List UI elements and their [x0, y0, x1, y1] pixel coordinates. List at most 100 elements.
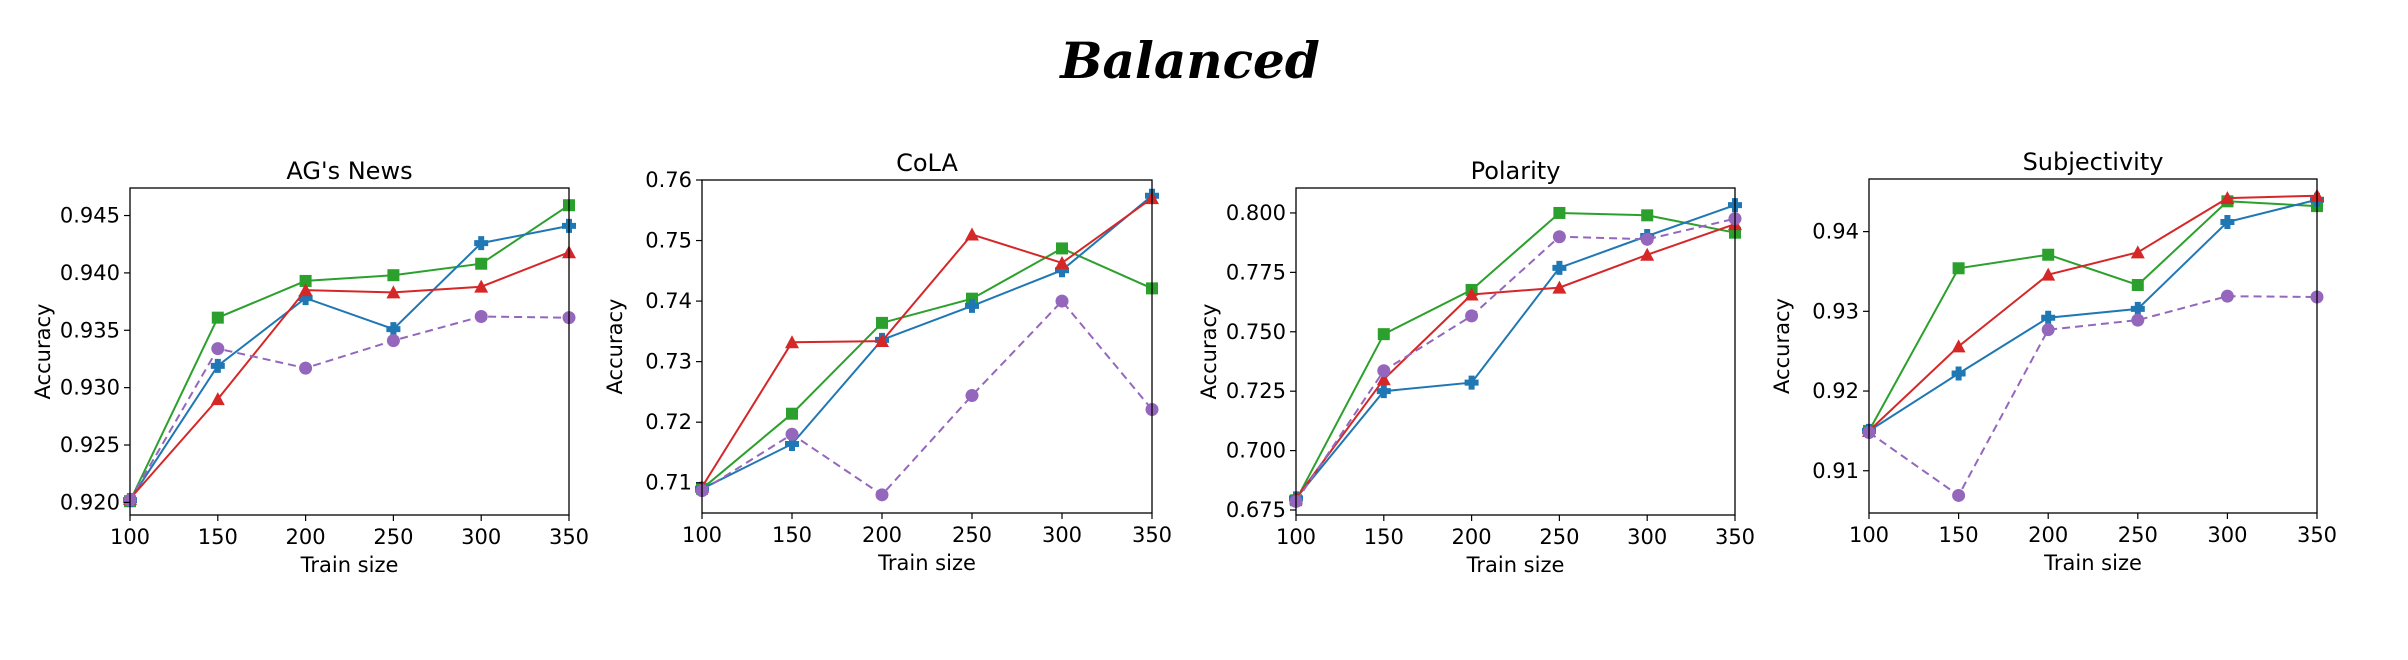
x-axis-label: Train size [877, 551, 976, 575]
subplot-title: Subjectivity [2023, 148, 2164, 176]
y-axis-label: Accuracy [1770, 298, 1794, 394]
y-tick-label: 0.925 [60, 433, 120, 457]
y-tick-label: 0.71 [645, 471, 692, 495]
x-axis-label: Train size [2043, 551, 2142, 575]
y-tick-label: 0.72 [645, 410, 692, 434]
data-point [475, 257, 488, 270]
y-tick-label: 0.91 [1812, 459, 1859, 483]
data-point [1377, 364, 1391, 378]
data-point [1464, 375, 1479, 390]
data-point [1055, 294, 1069, 308]
series-line [1295, 204, 1736, 500]
x-tick-label: 250 [952, 523, 992, 547]
series-purple-circle [695, 294, 1159, 502]
data-point [1552, 280, 1567, 294]
data-point [299, 361, 313, 375]
series-line [1868, 194, 2318, 432]
x-tick-label: 150 [1939, 523, 1979, 547]
data-point [386, 285, 401, 299]
y-axis-label: Accuracy [603, 299, 627, 395]
data-point [1465, 309, 1479, 323]
data-point [785, 335, 799, 349]
series-line [1868, 198, 2318, 432]
data-point [965, 298, 979, 313]
plot-area [1862, 188, 2324, 502]
y-tick-label: 0.76 [645, 168, 692, 192]
data-point [1464, 287, 1479, 301]
subplot-title: AG's News [286, 157, 412, 185]
data-point [965, 389, 979, 403]
x-tick-label: 350 [2297, 523, 2337, 547]
axes-frame [1295, 187, 1736, 516]
x-tick-label: 200 [286, 525, 326, 549]
data-point [299, 274, 312, 287]
y-axis-label: Accuracy [31, 304, 55, 400]
data-point [1640, 247, 1655, 261]
x-tick-label: 100 [682, 523, 722, 547]
x-tick-label: 200 [2028, 523, 2068, 547]
data-point [876, 316, 888, 329]
series-blue-plus [1862, 192, 2324, 438]
figure-title: Balanced [1058, 31, 1320, 90]
y-tick-label: 0.800 [1226, 201, 1286, 225]
series-red-triangle [1289, 217, 1742, 505]
series-green-square [1290, 206, 1741, 507]
data-point [298, 291, 313, 306]
series-red-triangle [123, 245, 576, 505]
series-line [129, 204, 570, 502]
x-tick-label: 350 [1715, 525, 1755, 549]
x-tick-label: 100 [1276, 525, 1316, 549]
series-line [1295, 223, 1736, 499]
data-point [2220, 215, 2235, 230]
data-point [474, 279, 489, 293]
x-axis-label: Train size [1466, 553, 1565, 577]
y-tick-label: 0.775 [1226, 260, 1286, 284]
data-point [298, 283, 313, 297]
series-line [1868, 200, 2318, 432]
x-axis-label: Train size [300, 553, 399, 577]
series-red-triangle [695, 191, 1159, 493]
data-point [474, 236, 489, 251]
data-point [1552, 260, 1567, 275]
data-point [387, 269, 400, 282]
data-point [386, 322, 401, 337]
data-point [1641, 209, 1654, 222]
y-tick-label: 0.750 [1226, 320, 1286, 344]
x-tick-label: 250 [2118, 523, 2158, 547]
series-line [1295, 217, 1736, 503]
data-point [386, 334, 400, 348]
series-blue-plus [123, 218, 576, 508]
y-tick-label: 0.700 [1226, 439, 1286, 463]
y-tick-label: 0.74 [645, 289, 692, 313]
data-point [786, 407, 798, 420]
data-point [2220, 191, 2235, 205]
x-tick-label: 300 [1042, 523, 1082, 547]
x-tick-label: 250 [373, 525, 413, 549]
y-tick-label: 0.675 [1226, 498, 1286, 522]
data-point [2131, 313, 2145, 327]
x-tick-label: 100 [1849, 523, 1889, 547]
series-green-square [124, 199, 575, 508]
data-point [2042, 248, 2055, 261]
data-point [1553, 206, 1566, 219]
y-tick-label: 0.75 [645, 229, 692, 253]
plot-area [123, 199, 576, 508]
series-line [129, 315, 570, 501]
x-tick-label: 200 [1452, 525, 1492, 549]
data-point [211, 311, 224, 324]
x-tick-label: 150 [198, 525, 238, 549]
data-point [2220, 289, 2234, 303]
y-tick-label: 0.73 [645, 350, 692, 374]
data-point [1056, 242, 1068, 255]
subplot-title: Polarity [1471, 157, 1561, 185]
data-point [210, 392, 225, 406]
data-point [785, 427, 799, 441]
y-tick-label: 0.935 [60, 318, 120, 342]
x-tick-label: 150 [772, 523, 812, 547]
data-point [2041, 310, 2056, 325]
axes-frame [701, 179, 1153, 514]
data-point [1377, 328, 1390, 341]
y-tick-label: 0.930 [60, 376, 120, 400]
data-point [2131, 279, 2144, 292]
